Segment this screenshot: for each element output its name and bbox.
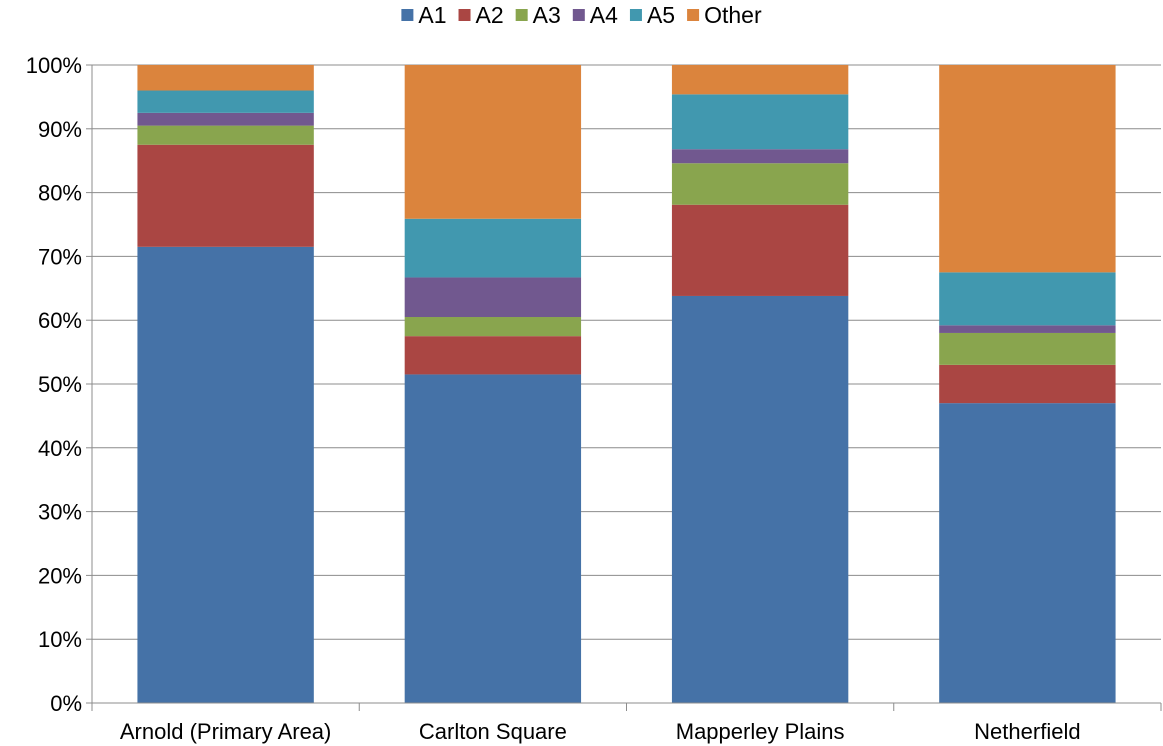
bar-segment-other (939, 65, 1116, 273)
legend-item-other: Other (687, 2, 762, 28)
legend-swatch (687, 9, 700, 21)
y-tick-label: 50% (38, 372, 82, 397)
legend-swatch (401, 9, 414, 21)
legend-label: Other (704, 2, 762, 28)
legend-swatch (458, 9, 471, 21)
y-tick-label: 10% (38, 627, 82, 652)
legend-label: A3 (533, 2, 561, 28)
y-tick-label: 40% (38, 436, 82, 461)
bar-segment-a1 (137, 246, 314, 703)
legend-swatch (572, 9, 585, 21)
y-axis-tick-labels: 0% 10% 20% 30% 40% 50% 60% 70% 80% 90% 100% (26, 53, 82, 716)
legend: A1 A2 A3 A4 A5 Other (401, 2, 762, 28)
bar-segment-a1 (939, 403, 1116, 703)
y-tick-label: 0% (50, 691, 82, 716)
bar-segment-a3 (404, 317, 582, 337)
y-tick-label: 70% (38, 244, 82, 269)
x-axis-category-labels: Arnold (Primary Area) Carlton Square Mappe… (120, 719, 1081, 744)
bar-segment-a3 (939, 332, 1116, 365)
legend-label: A4 (590, 2, 618, 28)
bar-segment-a4 (137, 112, 314, 126)
x-category-label: Mapperley Plains (676, 719, 845, 744)
bar-segment-a4 (939, 325, 1116, 333)
bar-segment-a4 (671, 149, 849, 164)
x-category-label: Netherfield (974, 719, 1080, 744)
bar-segment-a5 (671, 94, 849, 150)
bar-segment-other (404, 65, 582, 219)
y-tick-label: 30% (38, 500, 82, 525)
legend-item-a5: A5 (629, 2, 675, 28)
legend-label: A2 (476, 2, 504, 28)
y-tick-label: 60% (38, 308, 82, 333)
bar-segment-a5 (939, 272, 1116, 326)
bar-segment-a1 (671, 295, 849, 703)
bars (137, 65, 1116, 703)
y-tick-label: 100% (26, 53, 82, 78)
bar-segment-other (671, 65, 849, 95)
bar-segment-a3 (671, 163, 849, 205)
bar-segment-a2 (404, 336, 582, 375)
bar-segment-a2 (137, 144, 314, 247)
bar-segment-a1 (404, 374, 582, 703)
axes (86, 64, 1162, 711)
y-tick-label: 90% (38, 117, 82, 142)
bar-segment-a5 (137, 90, 314, 113)
x-category-label: Carlton Square (419, 719, 567, 744)
bar-segment-a3 (137, 125, 314, 145)
legend-item-a4: A4 (572, 2, 618, 28)
legend-label: A5 (647, 2, 675, 28)
legend-item-a2: A2 (458, 2, 504, 28)
x-category-label: Arnold (Primary Area) (120, 719, 332, 744)
bar-segment-other (137, 65, 314, 91)
legend-label: A1 (418, 2, 446, 28)
legend-swatch (629, 9, 642, 21)
y-tick-label: 80% (38, 181, 82, 206)
bar-segment-a4 (404, 277, 582, 318)
bar-segment-a2 (939, 364, 1116, 404)
legend-item-a3: A3 (515, 2, 561, 28)
legend-swatch (515, 9, 528, 21)
bar-segment-a2 (671, 204, 849, 296)
legend-item-a1: A1 (401, 2, 447, 28)
y-tick-label: 20% (38, 563, 82, 588)
bar-segment-a5 (404, 218, 582, 278)
